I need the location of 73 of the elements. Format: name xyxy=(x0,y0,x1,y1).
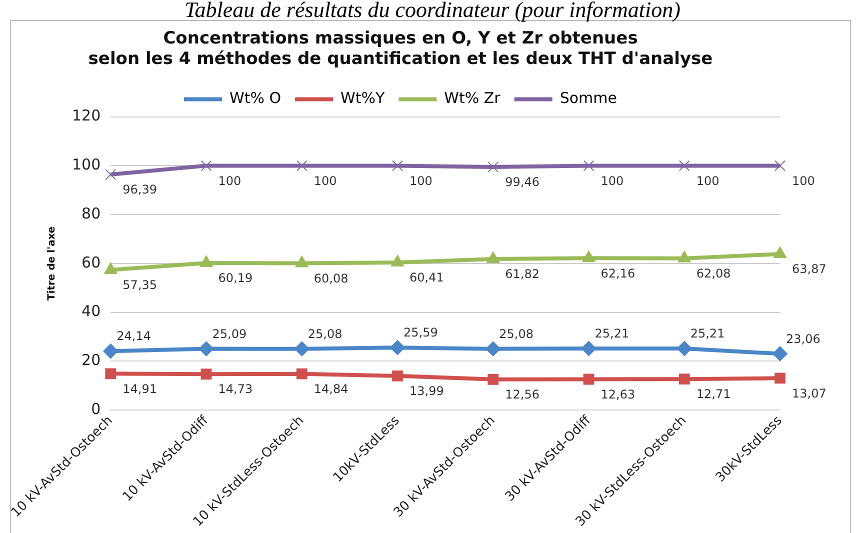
point xyxy=(105,169,116,180)
y-tick-label: 60 xyxy=(82,253,101,272)
data-label: 100 xyxy=(600,174,624,188)
data-label: 25,21 xyxy=(690,326,725,341)
data-label: 12,71 xyxy=(696,387,731,402)
data-label: 23,06 xyxy=(786,332,820,346)
data-label: 57,35 xyxy=(122,278,157,292)
point xyxy=(296,160,308,172)
legend-label: Wt%Y xyxy=(340,89,386,108)
data-label: 24,14 xyxy=(116,329,151,344)
point xyxy=(200,368,212,380)
data-label: 60,41 xyxy=(410,270,444,285)
point xyxy=(296,368,308,380)
data-label: 100 xyxy=(410,174,432,188)
point xyxy=(772,346,788,362)
point xyxy=(198,341,214,356)
point xyxy=(678,160,690,172)
data-label: 13,99 xyxy=(410,384,444,398)
data-label: 100 xyxy=(792,174,815,188)
data-label: 25,08 xyxy=(499,326,534,341)
point xyxy=(486,341,501,356)
y-tick-label: 20 xyxy=(82,351,101,370)
data-label: 25,59 xyxy=(404,326,438,340)
data-label: 12,63 xyxy=(600,387,636,402)
text: selon les 4 méthodes de quantification et les deux THT d'analyse xyxy=(88,49,713,70)
point xyxy=(678,374,690,385)
legend-label: Somme xyxy=(560,89,618,108)
point xyxy=(773,246,787,258)
point xyxy=(774,160,786,172)
point xyxy=(774,372,786,384)
legend-label: Wt% Zr xyxy=(444,89,502,108)
data-label: 61,82 xyxy=(505,267,540,282)
data-label: 25,09 xyxy=(212,326,247,341)
data-label: 25,08 xyxy=(308,326,342,341)
data-label: 100 xyxy=(696,174,720,188)
data-label: 99,46 xyxy=(505,175,540,190)
data-label: 13,07 xyxy=(792,386,826,400)
y-tick-label: 80 xyxy=(82,204,101,222)
data-label: 100 xyxy=(218,174,242,188)
data-label: 12,56 xyxy=(505,388,540,402)
data-label: 62,16 xyxy=(600,266,636,280)
legend-label: Wt% O xyxy=(230,89,282,108)
y-tick-label: 100 xyxy=(72,156,101,174)
point xyxy=(294,341,310,356)
point xyxy=(581,341,596,356)
text: Tableau de résultats du coordinateur (pour information) xyxy=(184,0,682,22)
data-label: 60,08 xyxy=(314,271,348,286)
data-label: 63,87 xyxy=(792,262,826,276)
point xyxy=(676,341,692,356)
y-tick-label: 0 xyxy=(91,400,101,418)
point xyxy=(105,368,116,380)
data-label: 62,08 xyxy=(696,266,731,281)
data-label: 14,84 xyxy=(314,382,348,396)
point xyxy=(200,160,212,172)
data-label: 60,19 xyxy=(218,271,253,286)
data-label: 100 xyxy=(314,174,337,188)
text: Concentrations massiques en O, Y et Zr obtenues xyxy=(163,28,638,49)
point xyxy=(392,370,403,382)
point xyxy=(486,252,500,264)
data-label: 96,39 xyxy=(122,182,157,197)
data-label: 14,91 xyxy=(122,382,157,396)
point xyxy=(583,374,594,385)
point xyxy=(488,374,499,385)
data-label: 25,21 xyxy=(594,326,630,341)
y-tick-label: 40 xyxy=(82,302,101,320)
y-tick-label: 120 xyxy=(72,106,101,125)
point xyxy=(390,340,406,356)
data-label: 14,73 xyxy=(218,382,253,396)
point xyxy=(103,344,118,359)
point xyxy=(583,160,594,172)
point xyxy=(488,162,499,172)
point xyxy=(392,160,403,172)
y-axis-title: Titre de l'axe xyxy=(46,226,58,301)
